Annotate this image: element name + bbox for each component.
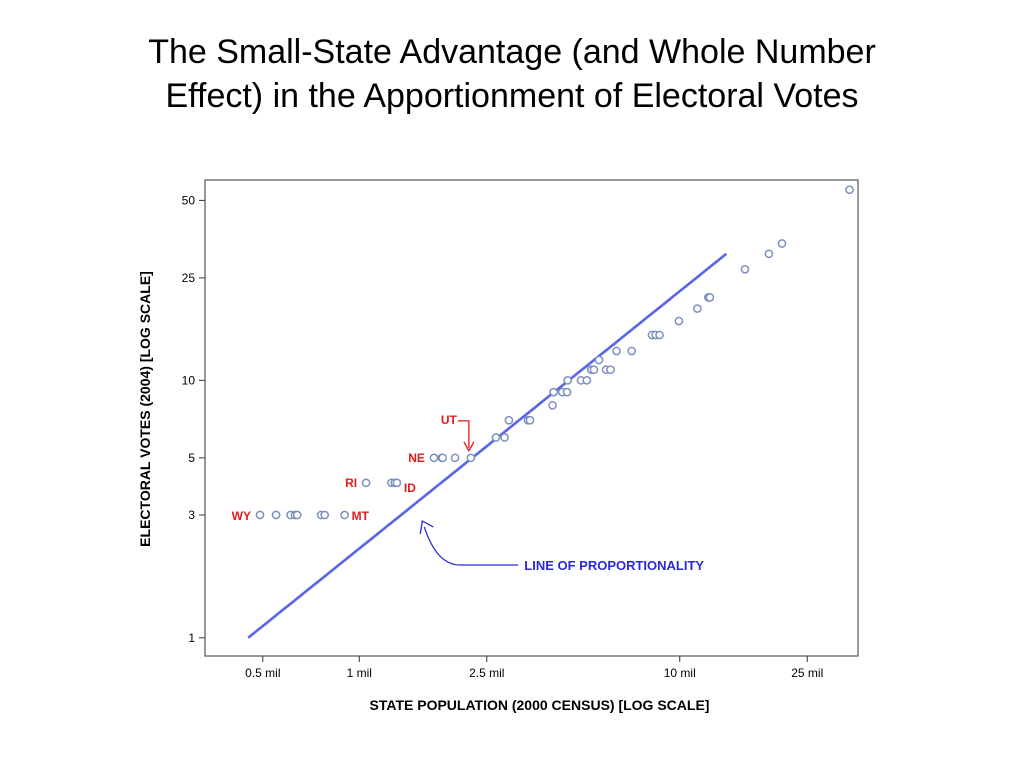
state-point [563, 376, 573, 385]
state-point [845, 185, 854, 195]
x-axis-label: STATE POPULATION (2000 CENSUS) [LOG SCAL… [370, 697, 710, 713]
state-point [594, 355, 604, 365]
proportionality-arrow-head [419, 519, 434, 535]
state-point [705, 293, 715, 302]
state-point [562, 387, 572, 397]
y-tick-label: 1 [188, 631, 195, 645]
state-point [777, 239, 787, 248]
state-point [320, 510, 330, 520]
proportionality-arrow-line [423, 526, 519, 566]
y-tick-label: 25 [182, 271, 196, 285]
slide-title-line-2: Effect) in the Apportionment of Electora… [165, 77, 859, 115]
state-point [740, 264, 750, 274]
state-label-mt: MT [352, 509, 370, 523]
state-point [429, 453, 439, 463]
state-point [612, 346, 621, 356]
proportionality-line [247, 252, 728, 639]
state-point [627, 346, 637, 356]
state-point [674, 316, 684, 326]
state-point [450, 453, 460, 463]
y-axis-label: ELECTORAL VOTES (2004) [LOG SCALE] [137, 271, 153, 547]
ut-arrow-line [457, 420, 470, 448]
slide-title: The Small-State Advantage (and Whole Num… [40, 30, 984, 118]
slide-title-line-1: The Small-State Advantage (and Whole Num… [148, 33, 876, 71]
proportionality-label: LINE OF PROPORTIONALITY [524, 558, 704, 573]
x-tick-label: 25 mil [791, 666, 823, 680]
state-label-ri: RI [345, 476, 357, 490]
state-label-ut: UT [441, 413, 458, 427]
state-point [255, 510, 265, 520]
state-point [655, 330, 664, 340]
state-point [764, 249, 774, 259]
state-point [361, 478, 371, 488]
state-point [589, 365, 599, 375]
ut-arrow-head [463, 441, 475, 453]
state-point [606, 365, 615, 375]
state-point [548, 400, 557, 410]
state-point [500, 433, 509, 442]
y-tick-label: 5 [188, 451, 195, 465]
state-point [582, 376, 592, 385]
x-tick-label: 1 mil [347, 666, 372, 680]
state-point [504, 415, 514, 425]
state-point [549, 387, 558, 397]
state-label-ne: NE [408, 451, 425, 465]
state-point [466, 453, 476, 463]
x-tick-label: 10 mil [664, 666, 696, 680]
x-tick-label: 0.5 mil [245, 666, 280, 680]
state-point [438, 453, 447, 463]
state-point [292, 510, 302, 520]
y-tick-label: 3 [188, 508, 195, 522]
state-point [693, 304, 702, 313]
y-tick-label: 10 [182, 373, 196, 387]
state-point [525, 415, 535, 425]
state-point [271, 510, 281, 520]
state-point [340, 510, 349, 520]
state-label-wy: WY [232, 509, 251, 523]
state-point [491, 433, 501, 442]
x-tick-label: 2.5 mil [469, 666, 504, 680]
state-point [392, 478, 402, 488]
state-label-id: ID [404, 481, 416, 495]
y-tick-label: 50 [182, 193, 196, 207]
